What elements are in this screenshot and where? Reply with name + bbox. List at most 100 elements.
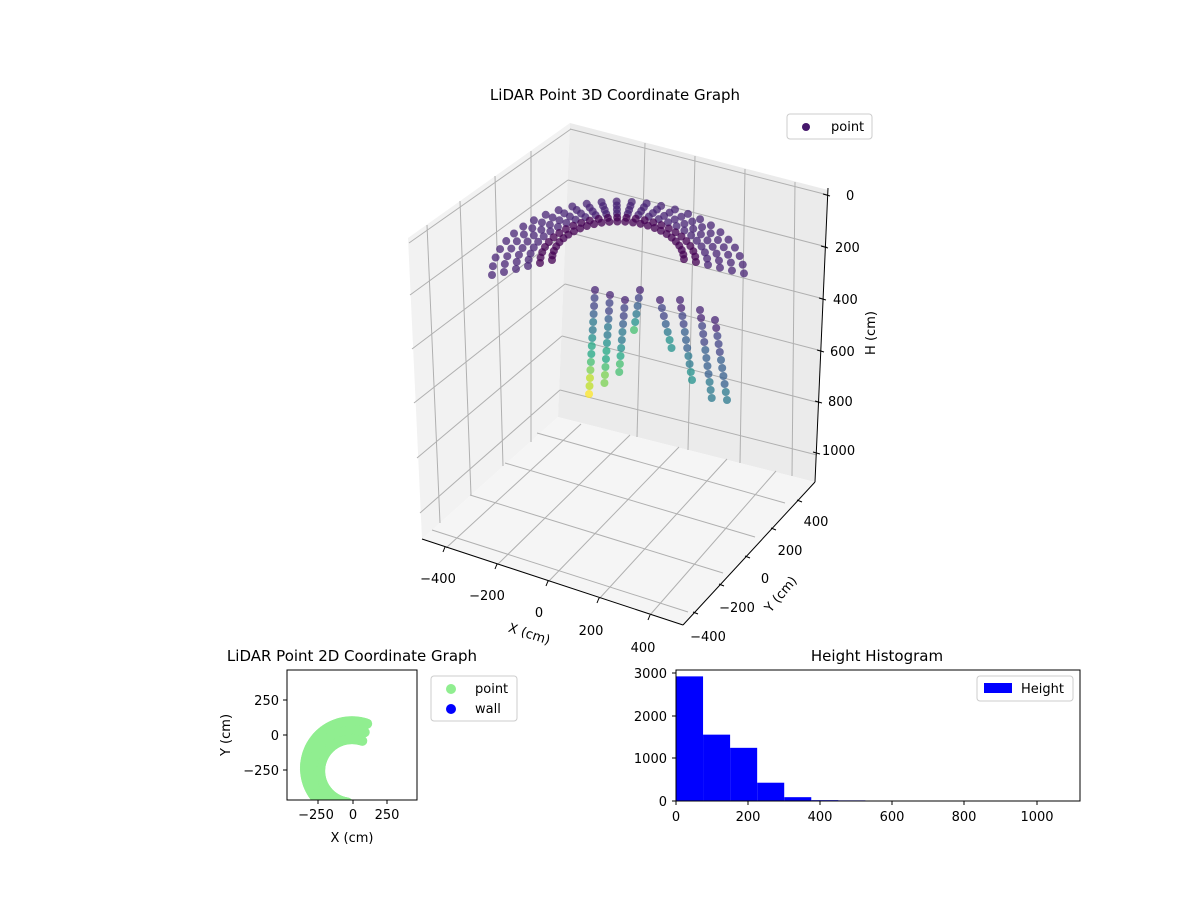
scatter-3d-point (663, 328, 672, 336)
z-tick-400: 400 (833, 293, 858, 308)
scatter-3d-point (512, 265, 520, 273)
x-tick-neg400: −400 (420, 572, 456, 587)
scatter-3d-point (702, 354, 711, 362)
scatter-3d-point (488, 271, 496, 279)
scatter-3d-point (621, 217, 630, 226)
scatter-3d-point (605, 217, 614, 226)
scatter-3d-point (633, 302, 642, 310)
scatter-3d-point (706, 221, 715, 230)
y2d-axis-label: Y (cm) (219, 714, 234, 757)
scatter-3d-point (664, 218, 673, 227)
scatter-3d-point (503, 252, 512, 261)
y2d-tick-neg250: −250 (243, 764, 279, 779)
legend-3d: point (786, 113, 873, 140)
hist-y-tick-0: 0 (659, 795, 667, 810)
scatter-3d-point (714, 340, 723, 348)
scatter-3d-point (545, 220, 554, 229)
chart-3d: LiDAR Point 3D Coordinate Graph (408, 86, 879, 656)
legend-2d-marker-wall (446, 704, 456, 714)
x2d-tick-neg250: −250 (298, 808, 334, 823)
scatter-3d-point (682, 336, 690, 344)
scatter-3d-point (617, 336, 626, 344)
scatter-3d-point (604, 315, 613, 323)
scatter-3d-point (699, 330, 708, 338)
scatter-3d-point (529, 231, 538, 240)
scatter-3d-point (553, 222, 562, 231)
scatter-3d-point (650, 223, 659, 232)
hist-x-tick-200: 200 (736, 810, 761, 825)
legend-2d: point wall (430, 675, 518, 722)
scatter-3d-point (600, 371, 609, 379)
hist-x-tick-1000: 1000 (1020, 810, 1053, 825)
scatter-3d-point (697, 314, 706, 322)
scatter-3d-point (718, 364, 727, 372)
scatter-3d-point (701, 346, 710, 354)
chart-histogram: Height Histogram 0 200 400 600 800 1000 … (634, 647, 1081, 825)
scatter-3d-point (715, 348, 724, 356)
scatter-3d-point (636, 219, 645, 228)
scatter-3d-point (585, 390, 594, 398)
scatter-3d-point (519, 230, 528, 239)
y2d-tick-250: 250 (254, 694, 279, 709)
scatter-3d-point (588, 326, 597, 334)
x2d-axis-label: X (cm) (331, 831, 374, 846)
scatter-3d-point (630, 326, 638, 334)
scatter-2d-point (334, 808, 344, 818)
y-tick-400: 400 (804, 515, 829, 530)
scatter-3d-point (529, 243, 538, 252)
scatter-2d-point (336, 802, 346, 812)
scatter-3d-point (661, 320, 670, 328)
z-tick-1000: 1000 (822, 444, 855, 459)
scatter-3d-point (735, 251, 744, 260)
scatter-3d-point (597, 218, 606, 227)
scatter-3d-point (582, 222, 591, 231)
scatter-3d-point (705, 378, 714, 386)
scatter-3d-point (620, 304, 629, 312)
hist-y-tick-3000: 3000 (634, 667, 667, 682)
scatter-3d-point (679, 255, 688, 264)
scatter-3d-point (589, 310, 598, 318)
scatter-3d-point (692, 236, 701, 245)
z-tick-200: 200 (835, 241, 860, 256)
scatter-3d-point (602, 339, 611, 347)
scatter-3d-point (724, 235, 733, 244)
scatter-3d-point (606, 291, 614, 299)
scatter-3d-point (727, 266, 736, 275)
scatter-3d-point (491, 253, 500, 262)
scatter-3d-point (524, 262, 532, 270)
scatter-3d-point (603, 323, 612, 331)
x2d-tick-0: 0 (349, 808, 357, 823)
histogram-bar (703, 734, 731, 801)
scatter-3d-point (665, 336, 674, 344)
scatter-3d-point (591, 286, 599, 294)
chart-2d: LiDAR Point 2D Coordinate Graph −250 0 2… (219, 647, 518, 846)
scatter-3d-point (677, 304, 686, 312)
scatter-3d-point (726, 258, 735, 267)
scatter-3d-point (507, 244, 516, 253)
scatter-3d-point (670, 215, 679, 224)
x-axis-label: X (cm) (506, 621, 552, 649)
scatter-3d-point (519, 222, 528, 231)
scatter-3d-point (686, 368, 695, 376)
scatter-3d-point (703, 236, 712, 245)
scatter-3d-point (541, 210, 550, 219)
z-axis: 0 200 400 600 800 1000 H (cm) (812, 187, 879, 483)
scatter-3d-point (677, 212, 686, 221)
scatter-3d-point (684, 352, 693, 360)
scatter-3d-point (659, 312, 668, 320)
scatter-3d-point (619, 312, 628, 320)
scatter-3d-point (502, 237, 511, 246)
z-axis-label: H (cm) (864, 311, 879, 355)
scatter-3d-point (687, 231, 696, 240)
scatter-3d-point (488, 262, 497, 271)
scatter-3d-point (691, 258, 700, 267)
scatter-3d-point (720, 380, 729, 388)
scatter-3d-point (537, 218, 546, 227)
scatter-3d-point (696, 215, 705, 224)
scatter-3d-point (518, 244, 527, 253)
scatter-3d-point (697, 242, 706, 251)
scatter-3d-point (549, 233, 558, 242)
legend-hist-swatch-height (984, 683, 1012, 693)
legend-2d-label-point: point (475, 682, 508, 697)
scatter-2d-point (333, 802, 343, 812)
